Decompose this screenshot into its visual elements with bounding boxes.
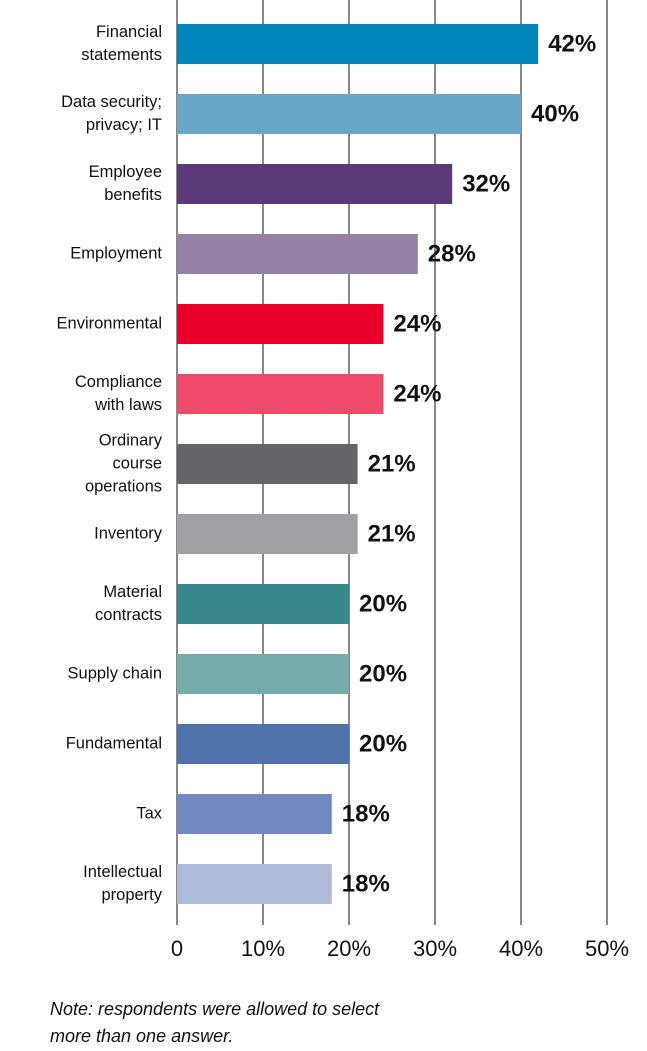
value-label: 24%: [393, 310, 441, 337]
value-label: 28%: [428, 240, 476, 267]
category-label: Material contracts: [95, 583, 162, 624]
value-label: 24%: [393, 380, 441, 407]
category-label: Employee benefits: [88, 163, 162, 204]
value-label: 20%: [359, 590, 407, 617]
value-label: 20%: [359, 660, 407, 687]
bar: [177, 864, 332, 904]
note: Note: respondents were allowed to select…: [50, 999, 380, 1046]
bar: [177, 234, 418, 274]
value-label: 20%: [359, 730, 407, 757]
bar: [177, 724, 349, 764]
x-tick-label: 50%: [585, 936, 629, 961]
bar: [177, 24, 539, 64]
bar: [177, 514, 358, 554]
category-label: Financial statements: [81, 23, 162, 64]
value-label: 42%: [548, 30, 596, 57]
category-label: Data security; privacy; IT: [61, 93, 162, 134]
category-label: Employment: [70, 244, 162, 263]
category-label: Intellectual property: [83, 863, 162, 904]
x-tick-label: 10%: [241, 936, 285, 961]
bar: [177, 164, 453, 204]
bar: [177, 374, 384, 414]
category-label: Supply chain: [67, 664, 162, 683]
x-tick-label: 30%: [413, 936, 457, 961]
bar: [177, 444, 358, 484]
bar: [177, 584, 349, 624]
x-tick-label: 0: [171, 936, 183, 961]
value-label: 40%: [531, 100, 579, 127]
category-label: Inventory: [94, 524, 162, 543]
bar: [177, 304, 384, 344]
value-label: 32%: [462, 170, 510, 197]
value-label: 18%: [342, 870, 390, 897]
category-label: Environmental: [56, 314, 162, 333]
value-label: 18%: [342, 800, 390, 827]
value-label: 21%: [368, 450, 416, 477]
value-label: 21%: [368, 520, 416, 547]
bar: [177, 654, 349, 694]
category-label: Compliance with laws: [74, 373, 162, 414]
category-label: Tax: [136, 804, 162, 823]
category-label: Ordinary course operations: [84, 431, 162, 496]
x-tick-label: 20%: [327, 936, 371, 961]
category-label: Fundamental: [65, 734, 162, 753]
bar: [177, 94, 521, 134]
x-tick-label: 40%: [499, 936, 543, 961]
bar: [177, 794, 332, 834]
